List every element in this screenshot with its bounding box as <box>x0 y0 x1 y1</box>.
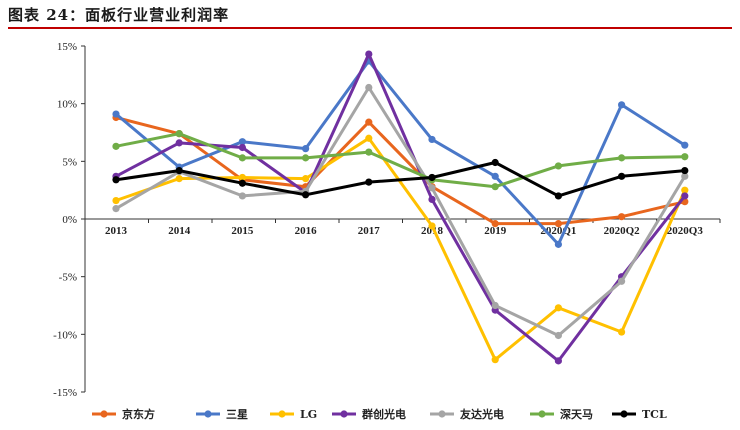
legend-swatch-marker <box>438 410 446 418</box>
data-point <box>428 184 436 192</box>
data-point <box>491 183 499 191</box>
data-point <box>491 158 499 167</box>
axes: 15% 10% 5% 0% -5% -10% -15% 2013 2014 2015 2016 201… <box>53 41 721 399</box>
data-point <box>238 192 246 200</box>
data-point <box>365 50 373 58</box>
data-point <box>238 173 246 182</box>
data-point <box>238 143 246 152</box>
data-point <box>365 178 373 186</box>
series-line <box>114 86 687 337</box>
legend-label: 群创光电 <box>361 407 406 421</box>
x-tick-label: 2020Q2 <box>604 225 641 237</box>
data-point <box>681 153 689 161</box>
legend-swatch-marker <box>620 410 628 418</box>
data-point <box>112 176 120 184</box>
series-line <box>114 116 687 226</box>
y-tick-label: -10% <box>53 329 77 341</box>
data-point <box>112 205 120 213</box>
legend-label: LG <box>300 408 317 421</box>
x-tick-label: 2013 <box>105 225 128 237</box>
legend-label: 京东方 <box>122 407 155 421</box>
y-tick-label: 15% <box>57 41 77 53</box>
data-point <box>112 110 120 118</box>
y-tick-label: -5% <box>59 272 77 284</box>
data-point <box>554 357 563 365</box>
legend-label: 深天马 <box>560 407 593 421</box>
data-point <box>238 154 246 162</box>
series-line <box>114 59 687 246</box>
data-point <box>302 191 310 199</box>
series-line <box>114 161 687 198</box>
x-tick-label: 2020Q3 <box>667 225 704 237</box>
x-tick-label: 2016 <box>295 225 318 237</box>
data-point <box>618 328 626 336</box>
data-point <box>365 148 373 156</box>
data-point <box>238 138 246 146</box>
legend: 京东方 三星 LG 群创光电 友达光电 深天马 TCL <box>92 407 667 421</box>
legend-label: 友达光电 <box>460 407 504 421</box>
data-point <box>175 166 183 175</box>
data-point <box>365 118 373 126</box>
data-point <box>428 135 436 144</box>
x-tick-label: 2015 <box>231 225 254 237</box>
legend-label: TCL <box>642 408 667 421</box>
data-point <box>618 172 626 180</box>
data-point <box>491 356 499 364</box>
data-point <box>618 213 626 221</box>
series-line <box>114 136 687 362</box>
legend-swatch-marker <box>204 410 212 418</box>
series-line <box>114 132 687 189</box>
data-point <box>618 154 626 162</box>
data-point <box>302 145 310 153</box>
data-point <box>365 134 373 142</box>
legend-label: 三星 <box>226 408 248 421</box>
data-point <box>428 195 436 203</box>
data-point <box>681 186 689 194</box>
legend-swatch-marker <box>278 410 286 418</box>
data-point <box>428 173 436 182</box>
data-point <box>681 192 689 200</box>
legend-swatch-marker <box>340 410 348 418</box>
data-point <box>681 141 689 149</box>
y-tick-label: -15% <box>53 387 77 399</box>
data-point <box>365 83 373 92</box>
title-rule <box>8 27 732 29</box>
data-point <box>491 172 499 180</box>
data-point <box>681 166 689 175</box>
data-point <box>554 162 563 170</box>
data-point <box>302 154 310 162</box>
legend-swatch-marker <box>100 410 108 418</box>
data-point <box>554 331 563 340</box>
data-point <box>681 172 689 180</box>
data-point <box>112 142 120 150</box>
x-tick-label: 2017 <box>358 225 381 237</box>
data-point <box>618 277 626 285</box>
y-tick-label: 5% <box>62 156 77 168</box>
chart-title: 图表 24：面板行业营业利润率 <box>8 6 230 24</box>
data-point <box>554 192 563 200</box>
data-point <box>112 196 120 205</box>
data-point <box>302 175 310 183</box>
data-point <box>554 220 563 228</box>
data-point <box>175 139 183 147</box>
x-tick-label: 2018 <box>421 225 444 237</box>
x-tick-label: 2019 <box>484 225 507 237</box>
y-tick-label: 0% <box>62 214 77 226</box>
data-point <box>175 130 183 138</box>
data-point <box>238 179 246 187</box>
y-tick-label: 10% <box>57 99 77 111</box>
data-point <box>175 175 183 183</box>
data-point <box>554 240 563 248</box>
series-group <box>112 50 689 365</box>
data-point <box>554 304 563 312</box>
data-point <box>618 101 626 109</box>
data-point <box>428 222 436 230</box>
data-point <box>491 220 499 228</box>
x-tick-label: 2014 <box>168 225 191 237</box>
legend-swatch-marker <box>538 410 546 418</box>
data-point <box>491 301 499 310</box>
